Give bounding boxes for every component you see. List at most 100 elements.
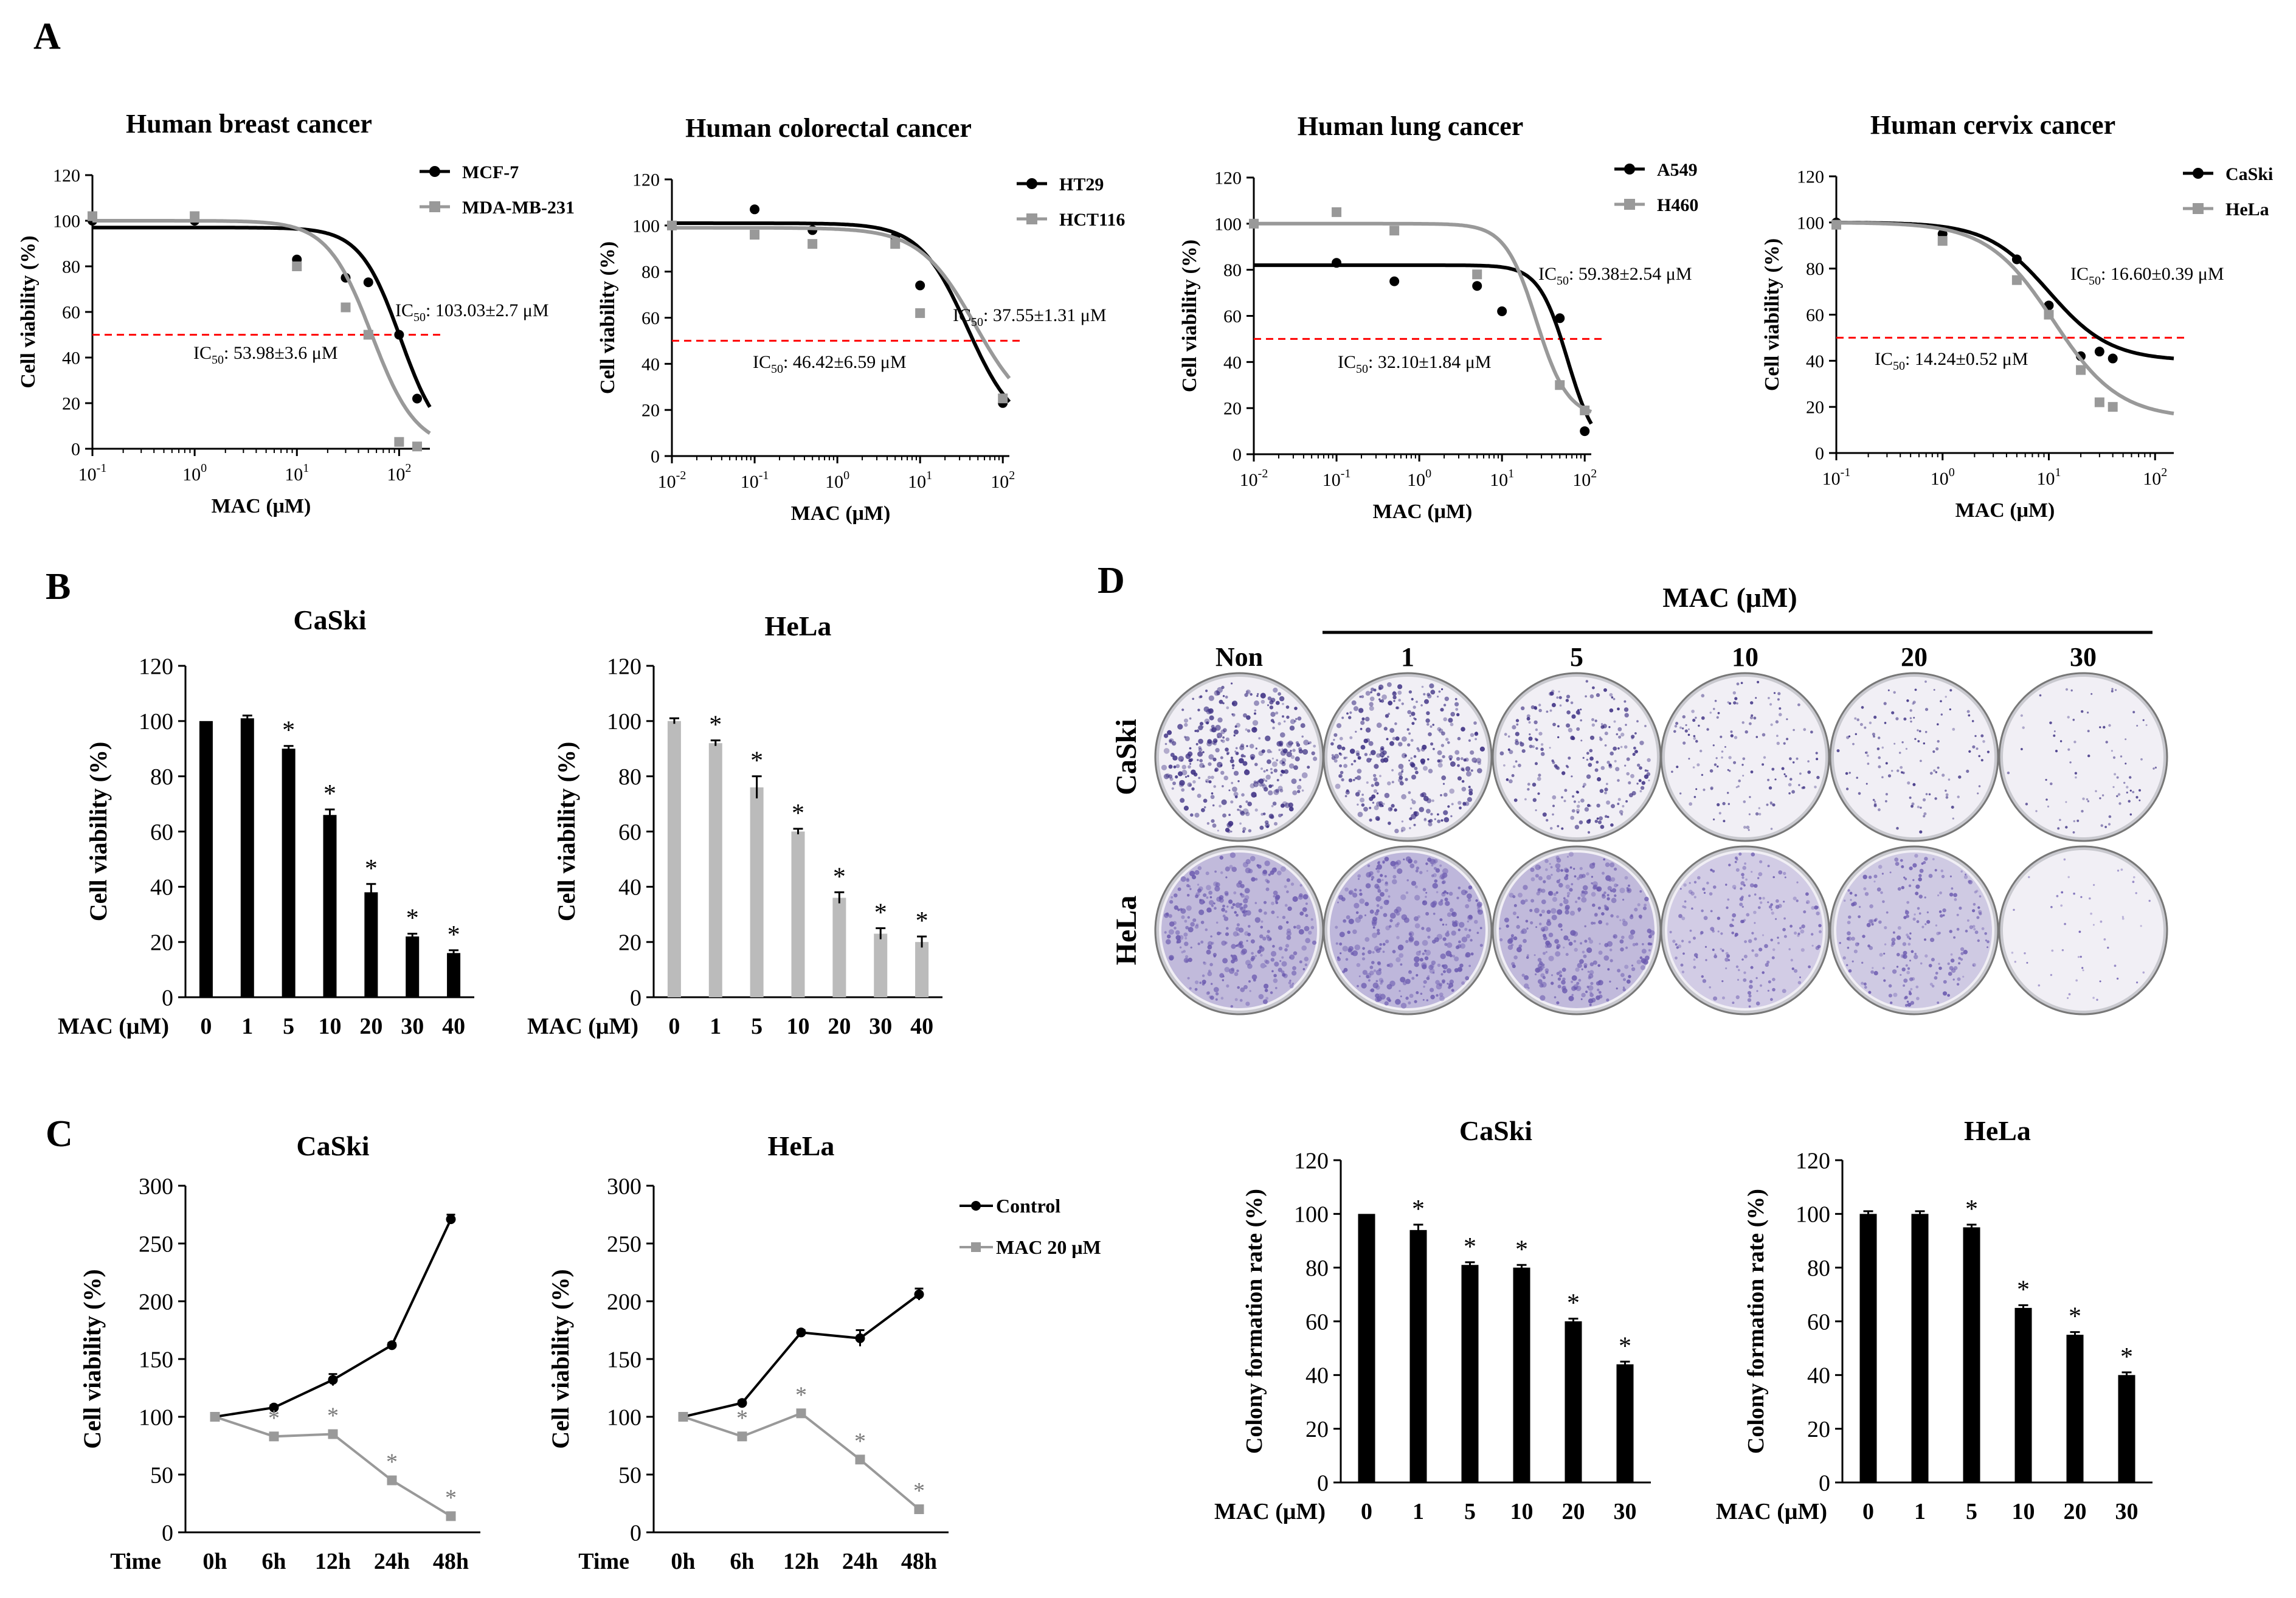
colony [2053,730,2056,733]
colony [1237,780,1240,783]
colony [1526,717,1530,721]
category-label: 5 [751,1014,762,1039]
colony [1165,939,1171,945]
colony [1284,885,1287,888]
colony [2103,938,2106,941]
colony [1616,988,1618,990]
colony [1366,758,1372,763]
colony [1465,952,1471,958]
x-tick-base: 10 [387,465,405,485]
chart-title: CaSki [296,1130,369,1161]
colony [1414,766,1418,770]
colony [1614,894,1617,898]
colony [1611,898,1617,904]
colony [1352,893,1358,898]
series-line [215,1219,452,1418]
data-point [1249,218,1259,229]
colony [1301,789,1304,792]
colony [1366,975,1370,979]
colony [1644,769,1647,772]
colony [1232,786,1237,792]
colony [2142,971,2145,974]
colony [1248,925,1251,928]
colony [1451,803,1454,806]
colony [1372,932,1378,938]
colony [1231,764,1235,767]
colony [1540,995,1546,1001]
colony [1174,893,1178,898]
colony [1454,697,1457,700]
colony [1566,891,1571,896]
colony [1203,798,1208,803]
colony [1184,718,1188,723]
colony [1282,973,1286,977]
category-label: 0 [668,1014,680,1039]
colony [1622,918,1625,922]
x-tick-base: 10 [741,472,759,492]
colony [1512,911,1516,915]
colony [1596,995,1600,1000]
colony [1378,978,1383,983]
colony [1606,800,1611,805]
colony [1200,921,1205,924]
colony [1579,959,1584,964]
colony [1217,932,1221,936]
colony [1714,699,1717,702]
colony [1468,885,1473,890]
colony [1234,795,1238,798]
colony [1878,765,1881,769]
colony [1425,862,1428,865]
colony [1516,723,1519,726]
colony [1641,958,1647,964]
colony [1885,762,1888,765]
colony [2142,719,2145,721]
colony [1733,761,1737,764]
colony [1239,809,1241,812]
colony [1225,828,1230,832]
colony [1549,827,1553,830]
colony [1339,943,1343,946]
colony [1749,722,1752,725]
colony [1263,770,1266,773]
colony [1385,881,1388,885]
colony [1197,708,1200,711]
colony [1392,736,1396,741]
colony [1769,801,1772,804]
colony [1457,764,1460,767]
colony [1614,759,1617,763]
colony [1575,809,1580,813]
category-label: 5 [283,1014,294,1039]
colony [1422,952,1425,955]
bar [667,721,681,997]
y-tick-label: 40 [618,875,641,901]
significance-mark: * [1965,1195,1978,1223]
x-tick-exponent: 2 [405,462,411,475]
colony [1913,716,1915,719]
colony [1245,769,1248,772]
colony [1644,774,1649,780]
colony [1878,808,1881,812]
colony [1355,792,1360,797]
colony [1290,882,1295,886]
bar [708,743,722,997]
colony [1222,904,1225,908]
colony [1610,823,1614,827]
colony [1675,722,1679,725]
colony [1209,963,1213,967]
colony [1727,803,1730,805]
ic50-annotation: IC50: 32.10±1.84 μM [1338,352,1492,376]
colony [1388,925,1392,928]
colony [1288,981,1292,984]
colony [1202,751,1205,753]
colony [1566,723,1571,728]
legend-label: CaSki [2225,164,2273,184]
colony [1580,798,1585,803]
colony [1803,728,1807,732]
colony [1442,923,1445,926]
colony [1557,909,1563,915]
colony [1183,932,1188,937]
ic50-annotation: IC50: 103.03±2.7 μM [395,300,549,324]
colony [1209,708,1214,713]
colony [1165,912,1169,916]
x-tick-exponent: 1 [926,469,932,482]
